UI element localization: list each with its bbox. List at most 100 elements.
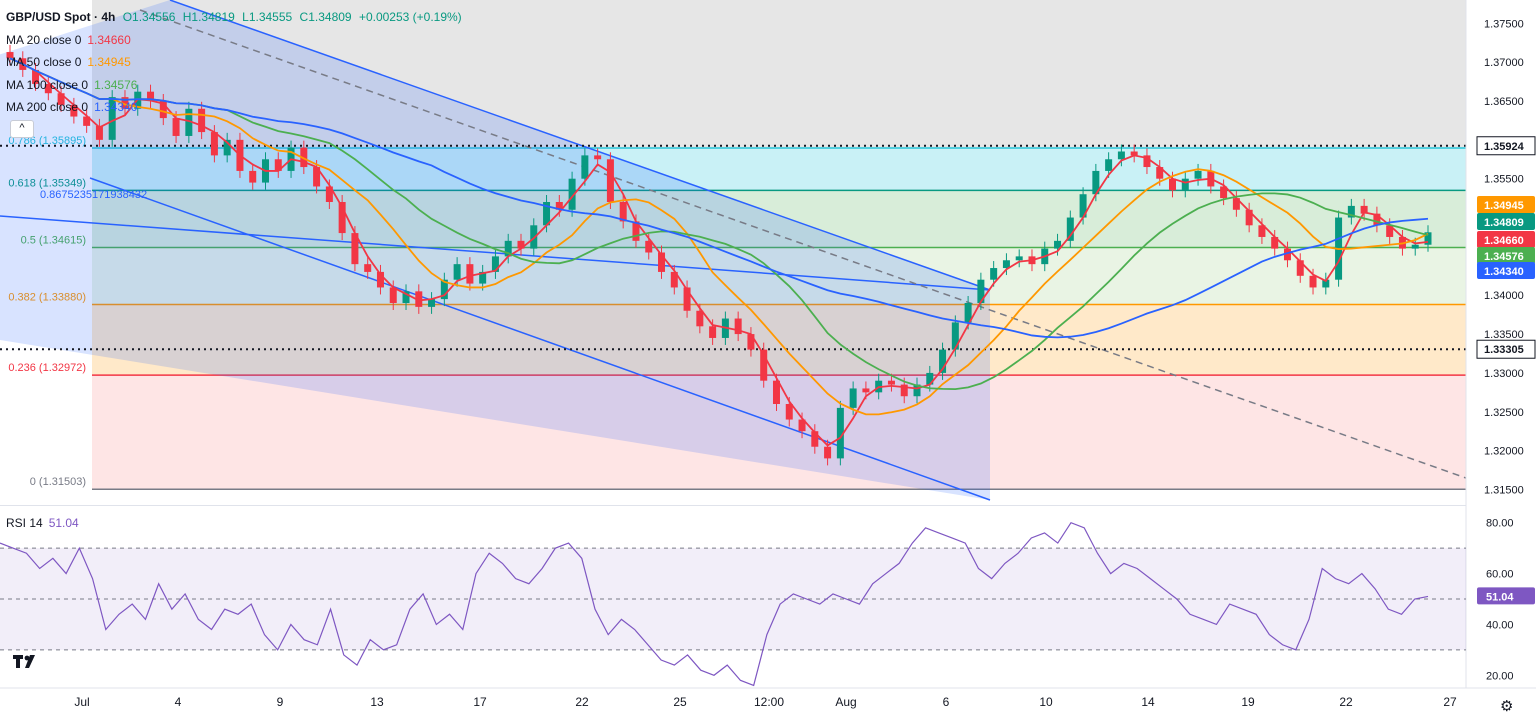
- price-badge: [1477, 196, 1535, 213]
- candle-body: [1181, 178, 1189, 191]
- time-tick-label: 13: [370, 695, 384, 709]
- ma20-legend[interactable]: MA 20 close 0 1.34660: [6, 29, 462, 52]
- candle-body: [44, 83, 52, 94]
- ma50-label: MA 50 close 0: [6, 55, 82, 69]
- price-tick-label: 1.37000: [1484, 57, 1524, 69]
- candle-body: [1194, 170, 1202, 179]
- rsi-value-badge-text: 51.04: [1486, 591, 1514, 603]
- ma50-value: 1.34945: [87, 55, 131, 69]
- candle-body: [428, 299, 436, 307]
- candle-body: [32, 69, 40, 84]
- ma20-line: [9, 57, 1429, 447]
- level-price-badge: [1476, 339, 1536, 359]
- collapse-legend-button[interactable]: ^: [10, 120, 34, 138]
- candle-body: [658, 252, 666, 272]
- time-tick-label: Aug: [835, 695, 856, 709]
- candle-body: [1411, 244, 1419, 249]
- candle-body: [351, 233, 359, 265]
- trend-dashed-line: [139, 9, 1467, 479]
- candle-body: [159, 101, 167, 119]
- time-tick-label: 14: [1141, 695, 1155, 709]
- candle-body: [415, 291, 423, 307]
- settings-gear-icon[interactable]: ⚙: [1500, 698, 1514, 715]
- candle-body: [1283, 248, 1291, 261]
- candle-body: [274, 159, 282, 171]
- symbol-title[interactable]: GBP/USD Spot · 4h: [6, 10, 116, 24]
- candle-body: [645, 240, 653, 253]
- candle-body: [185, 108, 193, 136]
- candle-body: [95, 125, 103, 140]
- candle-body: [951, 322, 959, 350]
- ma100-legend[interactable]: MA 100 close 0 1.34576: [6, 74, 462, 97]
- ohlc-low: L1.34555: [242, 10, 293, 24]
- candle-body: [964, 303, 972, 323]
- candle-body: [568, 178, 576, 210]
- candle-body: [530, 225, 538, 249]
- candle-body: [696, 310, 704, 327]
- time-tick-label: 6: [943, 695, 950, 709]
- rsi-name: RSI 14: [6, 516, 43, 530]
- ma200-legend[interactable]: MA 200 close 0 1.34340: [6, 96, 462, 119]
- candle-body: [1117, 151, 1125, 160]
- fib-label: 0.786 (1.35895): [8, 135, 86, 147]
- price-badge: [1477, 213, 1535, 230]
- candle-body: [849, 388, 857, 408]
- ma100-line: [9, 57, 1429, 391]
- time-tick-label: 9: [277, 695, 284, 709]
- candle-body: [147, 91, 155, 101]
- candle-body: [325, 186, 333, 202]
- candle-body: [683, 287, 691, 311]
- candle-body: [926, 372, 934, 385]
- tradingview-logo-icon[interactable]: [12, 652, 40, 672]
- time-tick-label: Jul: [74, 695, 89, 709]
- price-badge-text: 1.34340: [1484, 266, 1524, 278]
- candle-body: [1105, 159, 1113, 171]
- candle-body: [223, 139, 231, 156]
- rsi-legend: RSI 14 51.04: [6, 516, 79, 530]
- ma50-legend[interactable]: MA 50 close 0 1.34945: [6, 51, 462, 74]
- price-tick-label: 1.37500: [1484, 18, 1524, 30]
- candle-body: [836, 407, 844, 459]
- candle-body: [1169, 178, 1177, 191]
- candle-body: [1271, 236, 1279, 249]
- ohlc-high: H1.34819: [182, 10, 235, 24]
- time-tick-label: 25: [673, 695, 687, 709]
- fib-label: 0 (1.31503): [30, 476, 86, 488]
- candle-body: [338, 202, 346, 234]
- candle-body: [1015, 256, 1023, 261]
- candle-body: [364, 264, 372, 272]
- candle-body: [504, 240, 512, 257]
- ohlc-close: C1.34809: [299, 10, 352, 24]
- candle-body: [376, 271, 384, 288]
- candle-body: [581, 155, 589, 179]
- candle-body: [606, 159, 614, 202]
- candle-body: [1322, 279, 1330, 288]
- price-tick-label: 1.32000: [1484, 446, 1524, 458]
- candle-body: [1143, 155, 1151, 168]
- price-tick-label: 1.35500: [1484, 174, 1524, 186]
- candle-body: [1079, 194, 1087, 218]
- candle-body: [990, 268, 998, 280]
- rsi-value: 51.04: [48, 516, 79, 530]
- level-price-badge-text: 1.33305: [1484, 344, 1524, 356]
- candle-body: [1232, 198, 1240, 210]
- candle-body: [709, 326, 717, 338]
- price-badge-text: 1.34576: [1484, 251, 1524, 263]
- ohlc-open: O1.34556: [122, 10, 176, 24]
- candle-body: [811, 431, 819, 447]
- candle-body: [1054, 240, 1062, 249]
- candle-body: [760, 349, 768, 381]
- candle-body: [1092, 170, 1100, 195]
- candle-body: [1066, 217, 1074, 241]
- rsi-line: [0, 521, 1429, 687]
- fib-label: 0.5 (1.34615): [21, 234, 86, 246]
- candle-body: [1386, 225, 1394, 237]
- candle-body: [172, 118, 180, 136]
- candle-body: [313, 167, 321, 187]
- candle-body: [1002, 260, 1010, 269]
- ma200-value: 1.34340: [94, 100, 138, 114]
- candle-body: [862, 388, 870, 393]
- candle-body: [57, 93, 65, 105]
- candle-body: [210, 132, 218, 156]
- price-tick-label: 1.32500: [1484, 407, 1524, 419]
